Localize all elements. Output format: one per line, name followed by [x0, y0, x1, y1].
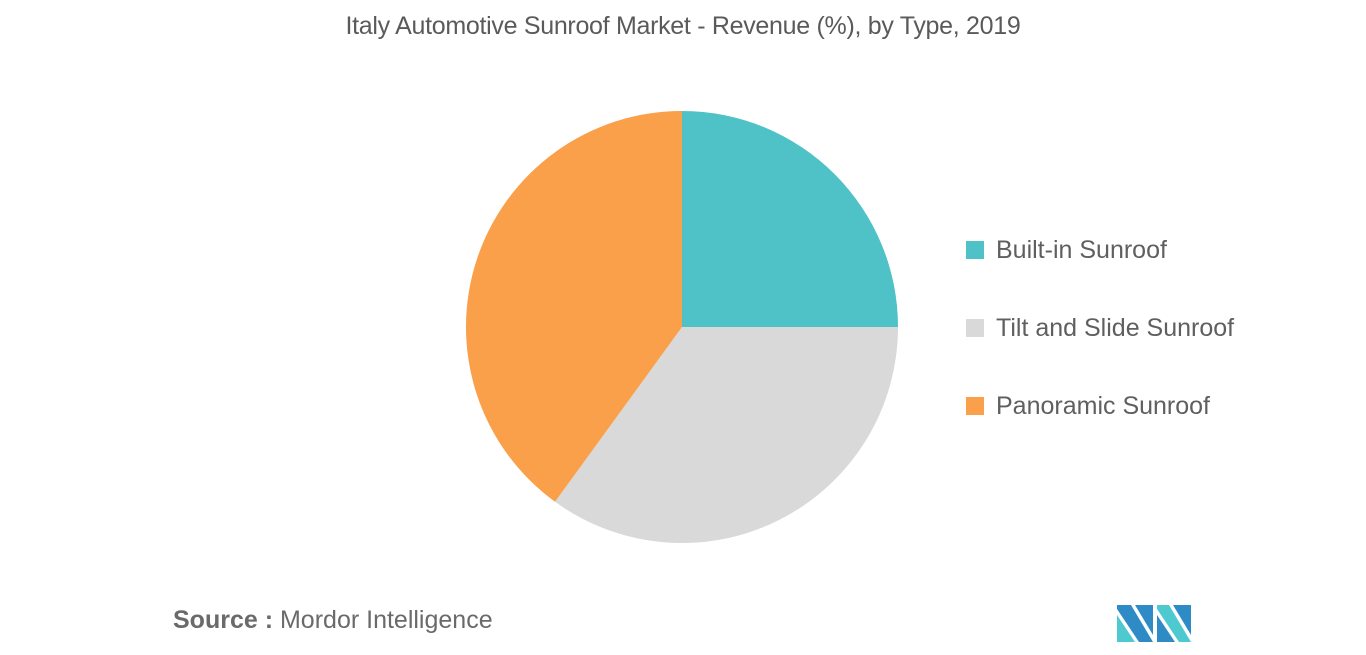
chart-title: Italy Automotive Sunroof Market - Revenu… — [345, 12, 1021, 40]
legend-label: Built-in Sunroof — [996, 235, 1167, 264]
legend-item-panoramic: Panoramic Sunroof — [966, 388, 1234, 424]
source-note: Source : Mordor Intelligence — [173, 606, 493, 635]
pie-slice-built-in-sunroof — [682, 110, 899, 328]
legend-item-tilt-and-slide: Tilt and Slide Sunroof — [966, 310, 1234, 346]
legend-label: Panoramic Sunroof — [996, 391, 1211, 420]
pie-slice-tilt-and-slide-sunroof — [555, 327, 899, 544]
source-name: Mordor Intelligence — [279, 606, 493, 634]
legend-swatch-panoramic — [966, 397, 984, 415]
legend-item-built-in: Built-in Sunroof — [966, 232, 1234, 268]
pie-slice-panoramic-sunroof — [465, 110, 682, 502]
pie-chart — [465, 110, 899, 544]
chart-legend: Built-in Sunroof Tilt and Slide Sunroof … — [966, 232, 1234, 466]
legend-swatch-built-in — [966, 241, 984, 259]
source-prefix: Source : — [173, 606, 274, 634]
mordor-intelligence-logo-icon — [1117, 605, 1191, 642]
legend-label: Tilt and Slide Sunroof — [996, 313, 1235, 342]
legend-swatch-tilt-and-slide — [966, 319, 984, 337]
